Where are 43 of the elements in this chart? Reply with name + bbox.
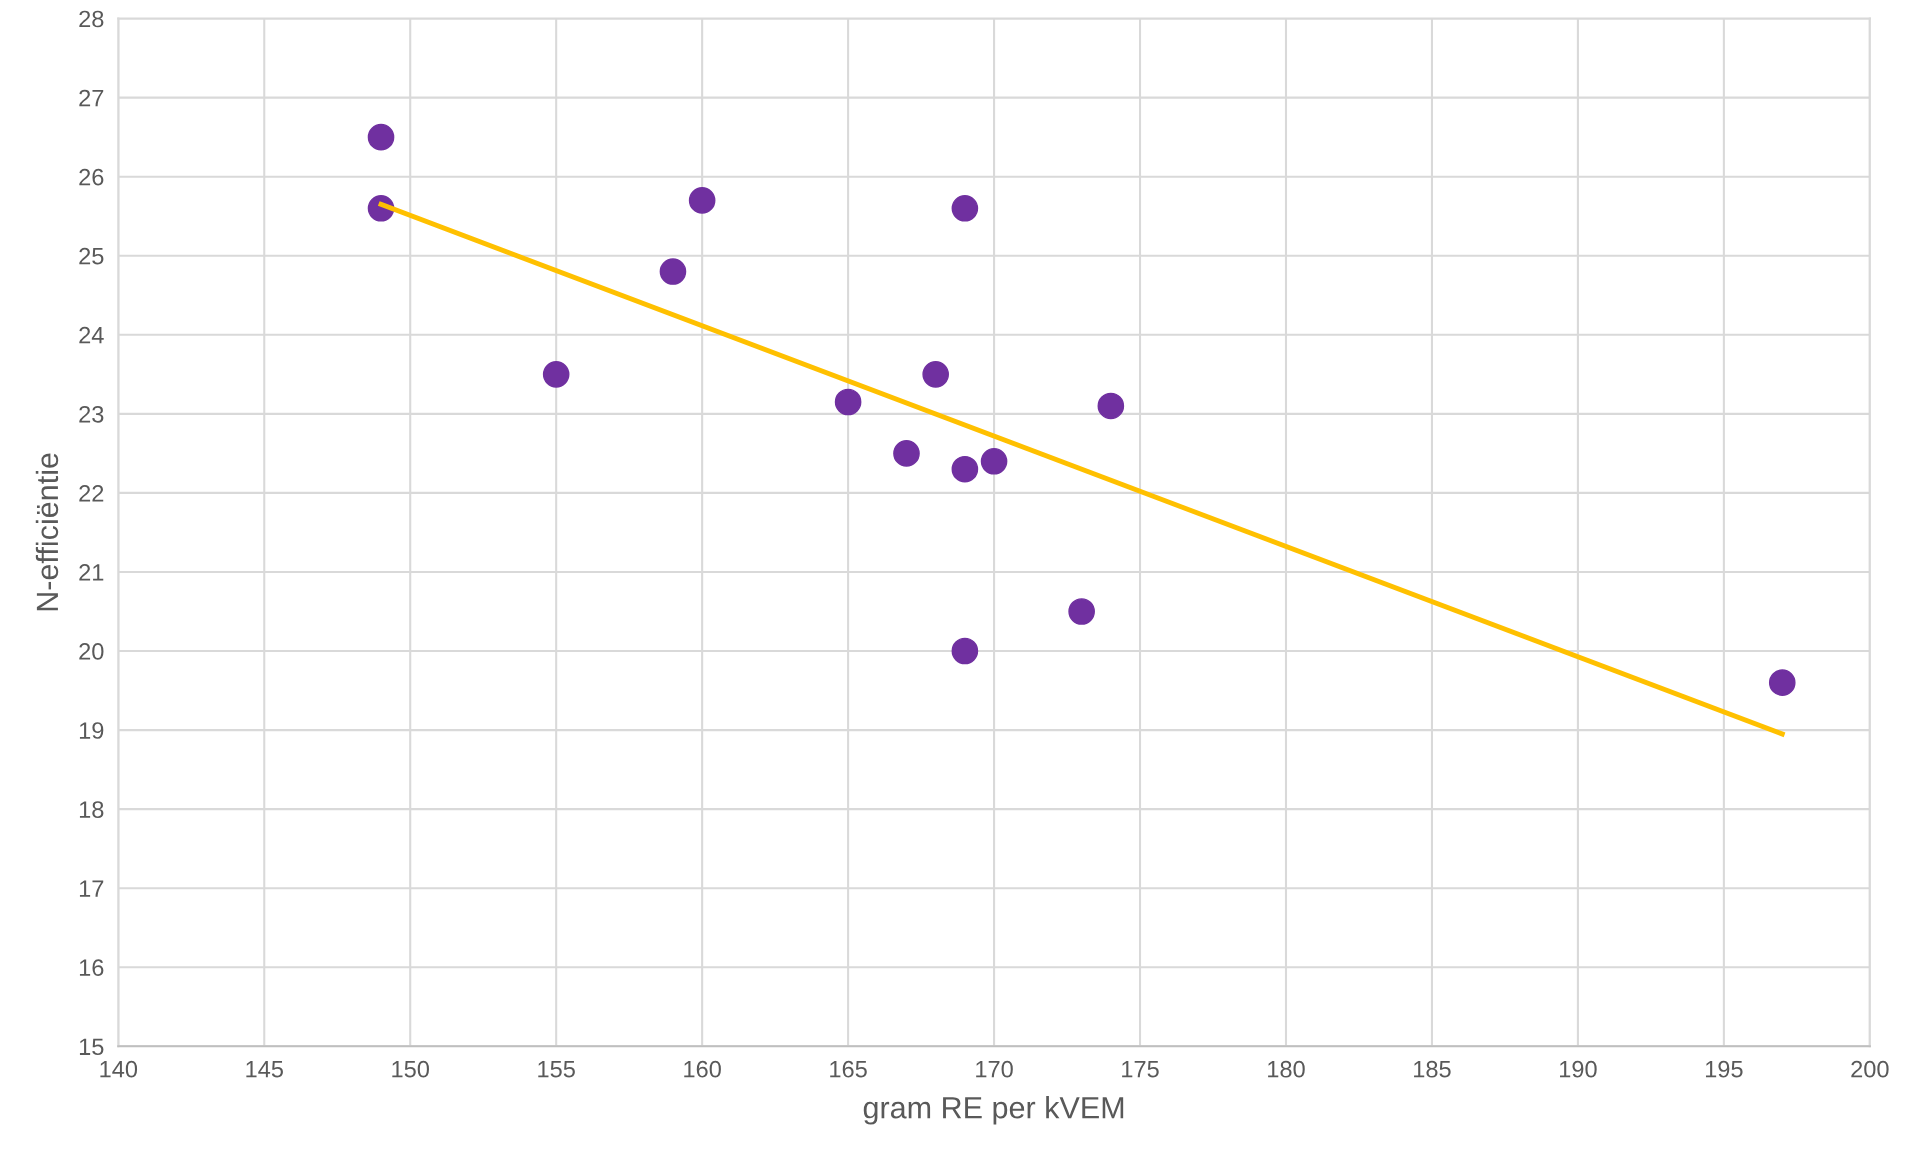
x-tick-label: 180 bbox=[1268, 1060, 1305, 1078]
point bbox=[922, 361, 949, 388]
x-tick-label: 185 bbox=[1414, 1060, 1451, 1078]
point bbox=[367, 123, 395, 151]
y-tick-label: 26 bbox=[79, 168, 104, 186]
y-tick-label: 28 bbox=[79, 10, 104, 28]
y-tick-label: 24 bbox=[79, 326, 104, 344]
x-tick-label: 165 bbox=[830, 1060, 867, 1078]
y-tick-label: 17 bbox=[79, 880, 104, 897]
x-tick-label: 190 bbox=[1560, 1060, 1597, 1078]
point bbox=[659, 258, 687, 285]
y-tick-label: 19 bbox=[79, 722, 104, 739]
x-tick-label: 140 bbox=[100, 1060, 138, 1078]
x-tick-label: 145 bbox=[246, 1061, 283, 1078]
x-tick-label: 195 bbox=[1705, 1060, 1743, 1078]
point bbox=[688, 187, 716, 214]
y-tick-label: 20 bbox=[79, 643, 104, 660]
point bbox=[980, 447, 1008, 475]
point bbox=[951, 455, 979, 483]
point bbox=[893, 440, 920, 467]
point bbox=[951, 194, 979, 222]
y-tick-label: 25 bbox=[79, 247, 104, 265]
x-tick-label: 200 bbox=[1851, 1060, 1889, 1078]
y-tick-label: 27 bbox=[79, 89, 104, 107]
point bbox=[1768, 669, 1796, 696]
x-tick-label: 175 bbox=[1122, 1061, 1159, 1078]
y-tick-label: 21 bbox=[79, 564, 104, 581]
x-axis-title: gram RE per kVEM bbox=[863, 1096, 1124, 1125]
x-tick-label: 170 bbox=[976, 1060, 1013, 1078]
point bbox=[834, 388, 862, 416]
y-tick-label: 16 bbox=[79, 959, 104, 977]
x-tick-label: 160 bbox=[684, 1060, 721, 1078]
y-tick-label: 22 bbox=[79, 484, 104, 502]
y-tick-label: 23 bbox=[79, 405, 104, 423]
point bbox=[951, 637, 979, 665]
x-tick-label: 155 bbox=[538, 1061, 575, 1078]
point bbox=[1097, 392, 1125, 420]
y-axis-title: N-efficiëntie bbox=[35, 453, 59, 611]
point bbox=[542, 361, 570, 388]
y-tick-label: 15 bbox=[79, 1038, 104, 1056]
point bbox=[1068, 598, 1095, 625]
x-tick-label: 150 bbox=[392, 1060, 429, 1078]
y-tick-label: 18 bbox=[79, 801, 104, 818]
